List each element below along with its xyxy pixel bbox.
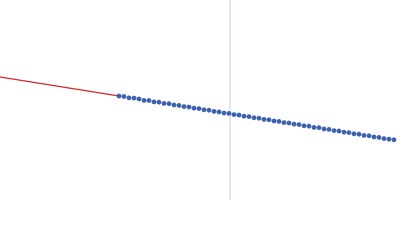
data-point [131, 95, 137, 101]
data-point [266, 117, 272, 123]
data-point [276, 119, 282, 124]
chart [0, 0, 397, 200]
data-point [246, 114, 252, 119]
data-point [386, 136, 392, 142]
data-point [376, 135, 382, 140]
data-point [366, 133, 372, 139]
data-point [146, 98, 152, 103]
data-point [166, 101, 172, 107]
data-point [191, 105, 197, 111]
data-point [171, 102, 177, 108]
data-point [176, 103, 182, 108]
data-point [201, 107, 207, 113]
data-point [306, 123, 312, 129]
data-point [296, 122, 302, 127]
data-point [161, 101, 167, 106]
data-point [226, 111, 232, 116]
data-point [211, 109, 217, 114]
data-point [331, 128, 337, 134]
data-point [301, 123, 307, 129]
data-point [361, 133, 367, 138]
data-point [326, 126, 332, 132]
data-point [316, 125, 322, 131]
data-point [186, 104, 192, 110]
data-point [251, 115, 257, 121]
data-point [381, 136, 387, 142]
data-point [286, 120, 292, 126]
data-point [281, 120, 287, 125]
data-point [221, 110, 227, 116]
data-point [271, 118, 277, 124]
data-point [261, 117, 267, 122]
fit-line [0, 76, 120, 97]
data-point [256, 115, 262, 121]
data-point [241, 113, 247, 119]
data-point [346, 130, 352, 136]
data-point [371, 134, 377, 140]
data-point [291, 121, 297, 127]
data-point [391, 137, 397, 143]
data-point [236, 112, 242, 118]
data-point [231, 112, 237, 117]
data-point [206, 107, 212, 113]
data-point [181, 104, 187, 109]
data-point [126, 95, 132, 101]
data-point [156, 99, 162, 105]
data-point [311, 125, 317, 130]
data-point [121, 94, 127, 99]
data-point [136, 96, 142, 102]
data-point [351, 131, 357, 137]
data-point [116, 93, 122, 99]
data-point [141, 98, 147, 103]
data-point [216, 109, 222, 115]
data-point [196, 106, 202, 111]
data-point [356, 131, 362, 137]
data-point [336, 128, 342, 134]
data-point [341, 129, 347, 135]
data-point [321, 126, 327, 132]
data-point [151, 99, 157, 105]
